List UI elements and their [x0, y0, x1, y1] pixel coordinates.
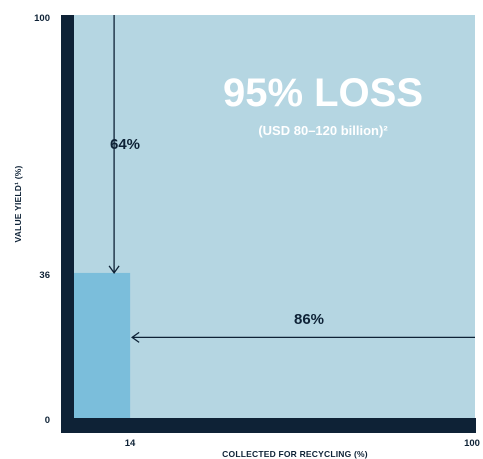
x-tick-100: 100: [464, 438, 480, 449]
y-tick-36: 36: [39, 270, 50, 281]
headline-loss: 95% LOSS: [223, 71, 423, 115]
loss-area: [74, 15, 475, 418]
arrow-86-head: [131, 331, 140, 343]
x-axis-bar: [61, 418, 476, 433]
y-axis-bar: [61, 15, 74, 433]
arrow-64-head: [108, 265, 120, 275]
y-tick-100: 100: [34, 13, 50, 24]
x-axis-title: COLLECTED FOR RECYCLING (%): [222, 449, 368, 459]
y-tick-0: 0: [45, 415, 50, 426]
x-tick-14: 14: [125, 438, 136, 449]
y-axis-title: VALUE YIELD¹ (%): [13, 165, 23, 242]
retained-value-block: [74, 272, 131, 418]
annotation-86-label: 86%: [294, 311, 324, 328]
annotation-64-label: 64%: [110, 136, 140, 153]
headline-value: (USD 80–120 billion)²: [258, 123, 388, 138]
